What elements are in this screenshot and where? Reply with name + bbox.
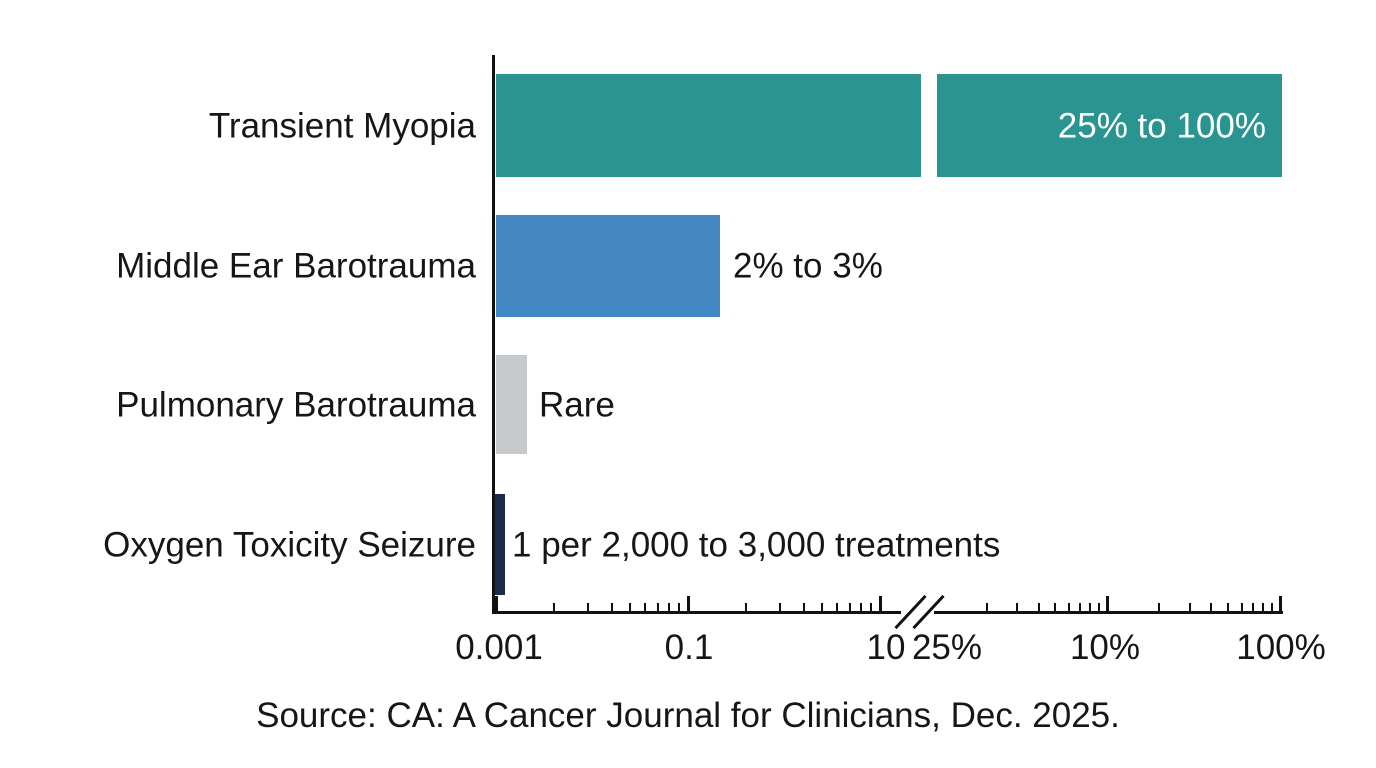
x-tick-label: 25% xyxy=(911,628,983,667)
x-axis-minor-tick xyxy=(802,603,805,611)
x-axis-minor-tick xyxy=(586,603,589,611)
x-axis-minor-tick xyxy=(1240,603,1243,611)
x-axis-major-tick xyxy=(495,596,498,611)
x-axis-minor-tick xyxy=(629,603,632,611)
category-label: Pulmonary Barotrauma xyxy=(116,385,476,424)
x-axis-minor-tick xyxy=(1079,603,1082,611)
x-axis-minor-tick xyxy=(860,603,863,611)
x-axis-line xyxy=(492,611,901,614)
bar-segment xyxy=(496,74,921,177)
x-axis-minor-tick xyxy=(1016,603,1019,611)
bar-segment xyxy=(496,215,720,317)
category-label: Transient Myopia xyxy=(208,106,476,145)
x-axis-minor-tick xyxy=(1158,603,1161,611)
x-axis-minor-tick xyxy=(1252,603,1255,611)
bar-segment xyxy=(496,355,527,454)
x-axis-major-tick xyxy=(1279,596,1282,611)
bar-segment xyxy=(937,74,1282,177)
x-axis-minor-tick xyxy=(836,603,839,611)
x-axis-minor-tick xyxy=(821,603,824,611)
x-axis-minor-tick xyxy=(778,603,781,611)
category-label: Middle Ear Barotrauma xyxy=(116,246,476,286)
x-axis-minor-tick xyxy=(1098,603,1101,611)
x-axis-minor-tick xyxy=(678,603,681,611)
x-axis-minor-tick xyxy=(610,603,613,611)
source-caption: Source: CA: A Cancer Journal for Clinici… xyxy=(256,696,1120,735)
x-axis-minor-tick xyxy=(1226,603,1229,611)
x-axis-minor-tick xyxy=(1210,603,1213,611)
x-axis-minor-tick xyxy=(1037,603,1040,611)
bar-segment xyxy=(492,494,505,595)
x-axis-major-tick xyxy=(687,596,690,611)
x-axis-minor-tick xyxy=(668,603,671,611)
x-tick-label: 100% xyxy=(1236,628,1326,667)
bar-value-label: 1 per 2,000 to 3,000 treatments xyxy=(512,525,1001,564)
x-axis-minor-tick xyxy=(644,603,647,611)
x-tick-label: 10 xyxy=(866,628,906,667)
x-axis-minor-tick xyxy=(1067,603,1070,611)
x-axis-minor-tick xyxy=(1262,603,1265,611)
x-axis-minor-tick xyxy=(870,603,873,611)
x-axis-minor-tick xyxy=(744,603,747,611)
x-tick-label: 0.1 xyxy=(664,628,714,667)
x-axis-minor-tick xyxy=(1188,603,1191,611)
x-axis-minor-tick xyxy=(1089,603,1092,611)
x-axis-minor-tick xyxy=(849,603,852,611)
x-axis-line xyxy=(934,611,1283,614)
x-axis-minor-tick xyxy=(1271,603,1274,611)
x-tick-label: 0.001 xyxy=(455,628,543,667)
bar-value-label: 25% to 100% xyxy=(1057,106,1266,145)
y-axis-line xyxy=(492,55,495,614)
x-axis-minor-tick xyxy=(552,603,555,611)
bar-value-label: 2% to 3% xyxy=(733,246,883,286)
x-axis-major-tick xyxy=(879,596,882,611)
x-axis-minor-tick xyxy=(1054,603,1057,611)
bar-value-label: Rare xyxy=(539,385,615,424)
x-axis-minor-tick xyxy=(985,603,988,611)
x-axis-major-tick xyxy=(1106,596,1109,611)
x-tick-label: 10% xyxy=(1069,628,1141,667)
x-axis-minor-tick xyxy=(657,603,660,611)
category-label: Oxygen Toxicity Seizure xyxy=(103,525,476,564)
